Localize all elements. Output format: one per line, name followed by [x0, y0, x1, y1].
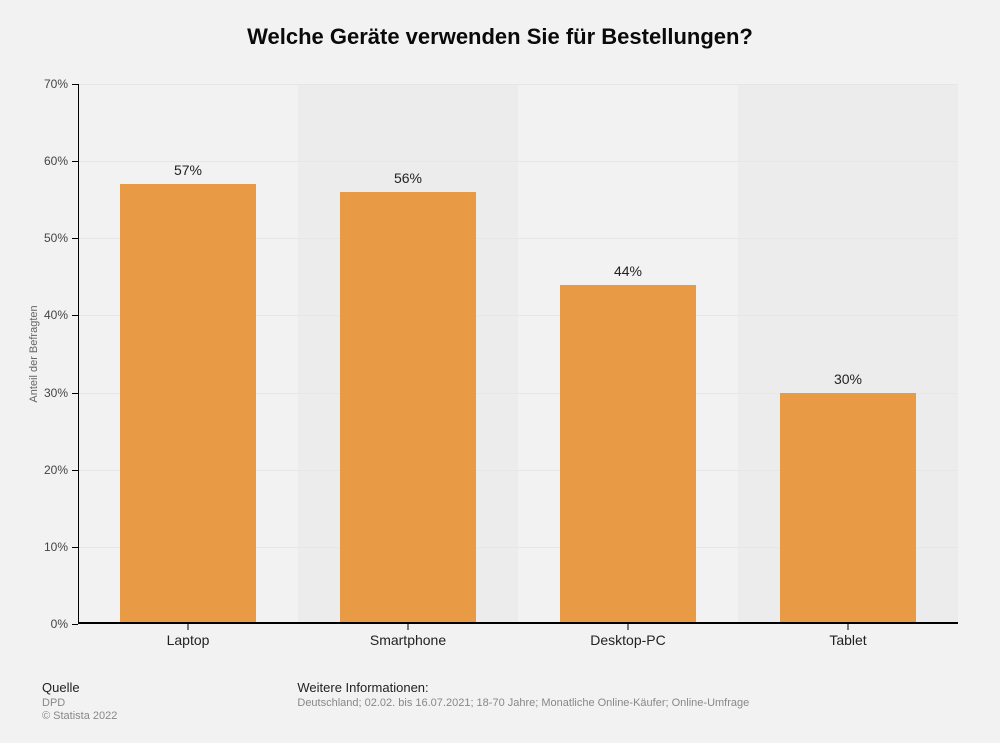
ytick-label: 20%	[44, 463, 68, 477]
source-label: Quelle	[42, 680, 117, 695]
info-label: Weitere Informationen:	[297, 680, 749, 695]
xtick-mark	[408, 624, 409, 630]
xtick-label: Smartphone	[370, 632, 446, 648]
bar: 44%	[560, 285, 696, 624]
ytick-mark	[72, 624, 78, 625]
ytick-label: 10%	[44, 540, 68, 554]
source-value: DPD	[42, 697, 117, 709]
xtick-mark	[628, 624, 629, 630]
bar: 30%	[780, 393, 916, 624]
bar: 56%	[340, 192, 476, 624]
chart-title: Welche Geräte verwenden Sie für Bestellu…	[0, 24, 1000, 50]
copyright: © Statista 2022	[42, 710, 117, 722]
bar-value-label: 44%	[560, 263, 696, 285]
y-axis-label: Anteil der Befragten	[28, 305, 40, 402]
footer-source: Quelle DPD © Statista 2022	[42, 680, 117, 722]
ytick-label: 40%	[44, 308, 68, 322]
bar-value-label: 30%	[780, 371, 916, 393]
ytick-label: 70%	[44, 77, 68, 91]
xtick-label: Tablet	[829, 632, 866, 648]
info-value: Deutschland; 02.02. bis 16.07.2021; 18-7…	[297, 697, 749, 709]
bar-value-label: 56%	[340, 170, 476, 192]
y-axis	[78, 84, 79, 624]
footer-info: Weitere Informationen: Deutschland; 02.0…	[297, 680, 749, 722]
footer: Quelle DPD © Statista 2022 Weitere Infor…	[42, 680, 958, 722]
bar-value-label: 57%	[120, 162, 256, 184]
bar: 57%	[120, 184, 256, 624]
xtick-label: Desktop-PC	[590, 632, 665, 648]
ytick-label: 60%	[44, 154, 68, 168]
x-axis	[78, 622, 958, 624]
plot-area: 0%10%20%30%40%50%60%70%57%Laptop56%Smart…	[78, 84, 958, 624]
xtick-mark	[188, 624, 189, 630]
xtick-mark	[848, 624, 849, 630]
ytick-label: 50%	[44, 231, 68, 245]
ytick-label: 0%	[51, 617, 68, 631]
ytick-label: 30%	[44, 386, 68, 400]
xtick-label: Laptop	[167, 632, 210, 648]
gridline	[78, 84, 958, 85]
